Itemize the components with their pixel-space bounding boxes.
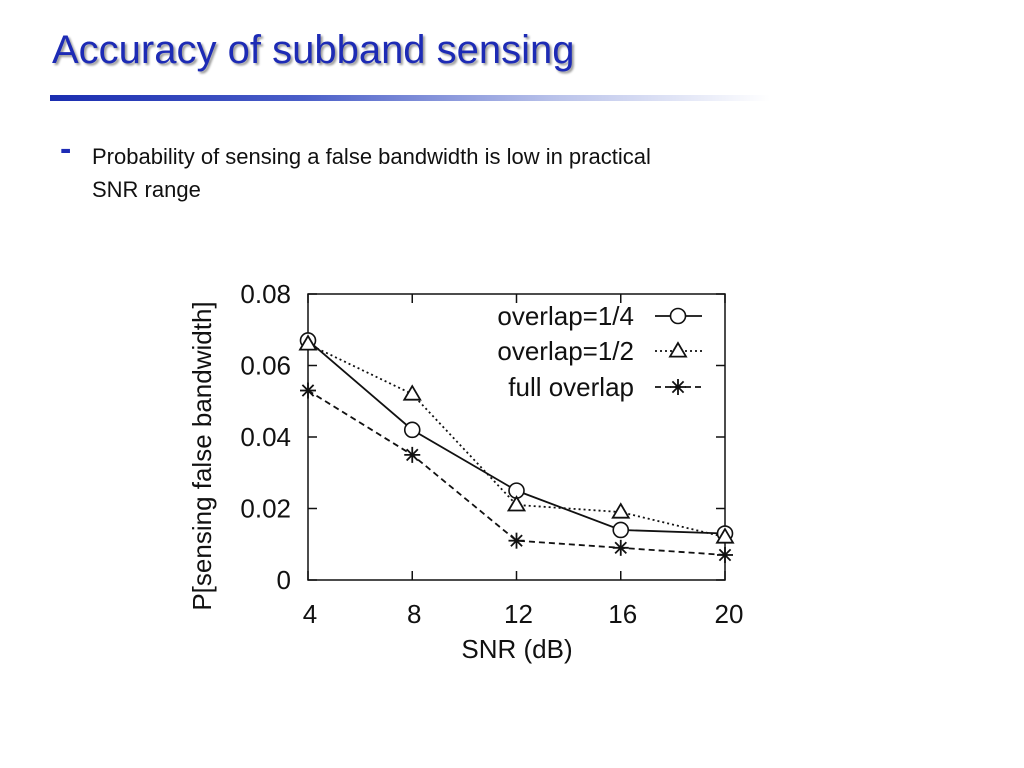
data-point-circle bbox=[612, 521, 630, 539]
y-axis-label: P[sensing false bandwidth] bbox=[187, 301, 217, 610]
star-stroke bbox=[614, 541, 627, 555]
x-axis-label: SNR (dB) bbox=[461, 634, 572, 664]
data-point-star bbox=[300, 382, 316, 399]
star-stroke bbox=[301, 384, 315, 397]
legend-marker-circle bbox=[669, 307, 687, 325]
legend-label: overlap=1/4 bbox=[497, 301, 634, 331]
data-point-triangle bbox=[715, 527, 735, 544]
data-point-star bbox=[508, 532, 525, 549]
slide-title: Accuracy of subband sensing bbox=[52, 28, 575, 72]
legend-label: full overlap bbox=[508, 372, 634, 402]
bullet-line-2: SNR range bbox=[92, 177, 201, 202]
legend-marker-triangle bbox=[668, 341, 688, 358]
star-stroke bbox=[406, 448, 419, 462]
x-tick-label: 8 bbox=[407, 599, 421, 629]
x-tick-label: 20 bbox=[715, 599, 744, 629]
bullet-marker: - bbox=[60, 130, 72, 168]
series-line-3 bbox=[307, 389, 726, 556]
star-stroke bbox=[718, 548, 732, 562]
data-point-triangle bbox=[506, 495, 527, 512]
star-stroke bbox=[671, 380, 685, 394]
star-stroke bbox=[510, 534, 523, 547]
y-tick-label: 0.08 bbox=[240, 279, 291, 309]
legend-label: overlap=1/2 bbox=[497, 336, 634, 366]
y-tick-label: 0.06 bbox=[240, 351, 291, 381]
x-tick-label: 4 bbox=[303, 599, 317, 629]
y-tick-label: 0.02 bbox=[240, 494, 291, 524]
x-tick-label: 12 bbox=[504, 599, 533, 629]
bullet-line-1: Probability of sensing a false bandwidth… bbox=[92, 144, 651, 169]
y-tick-label: 0.04 bbox=[240, 422, 291, 452]
data-point-star bbox=[612, 539, 629, 556]
x-tick-label: 16 bbox=[608, 599, 637, 629]
data-point-triangle bbox=[298, 334, 318, 351]
data-point-triangle bbox=[402, 384, 422, 401]
data-point-star bbox=[717, 546, 733, 563]
bullet-text: Probability of sensing a false bandwidth… bbox=[92, 140, 832, 206]
title-underline bbox=[50, 95, 770, 101]
data-point-triangle bbox=[611, 502, 631, 519]
data-point-circle bbox=[403, 421, 421, 439]
data-point-star bbox=[404, 446, 421, 463]
y-tick-label: 0 bbox=[277, 565, 291, 595]
legend-marker-star bbox=[670, 379, 686, 395]
